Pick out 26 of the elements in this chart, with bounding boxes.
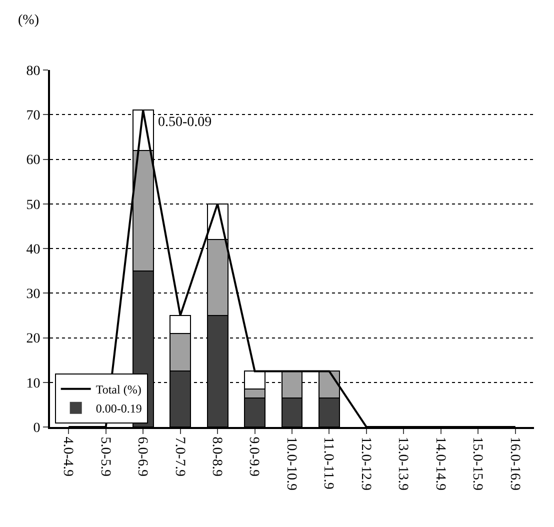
y-tick-label: 20 [26,332,40,347]
y-tick-label: 70 [26,108,40,124]
x-tick-label: 5.0-5.9 [97,436,112,476]
y-tick-label: 10 [26,376,40,392]
y-tick-label: 0 [33,420,40,436]
series-label: 0.50-0.09 [158,115,212,130]
x-tick-label: 9.0-9.9 [246,436,262,476]
legend-label: Total (%) [96,382,142,397]
x-tick-label: 11.0-11.9 [320,436,336,490]
x-tick-label: 14.0-14.9 [432,436,448,490]
x-tick-label: 6.0-6.9 [134,436,150,476]
x-tick-label: 10.0-10.9 [283,436,298,490]
y-tick-label: 30 [26,287,40,302]
x-tick-label: 4.0-4.9 [60,436,76,476]
x-tick-label: 13.0-13.9 [395,436,410,490]
y-axis-title: (%) [18,13,40,28]
x-tick-label: 8.0-8.9 [208,436,224,476]
x-tick-label: 12.0-12.9 [358,436,373,490]
legend-label: 0.00-0.19 [96,402,142,416]
x-tick-label: 15.0-15.9 [470,436,485,490]
x-tick-label: 16.0-16.9 [506,436,522,490]
x-tick-label: 7.0-7.9 [172,436,187,476]
y-tick-label: 40 [26,242,40,258]
y-tick-label: 60 [26,153,40,168]
y-tick-label: 50 [26,198,40,213]
y-tick-label: 80 [26,64,40,79]
